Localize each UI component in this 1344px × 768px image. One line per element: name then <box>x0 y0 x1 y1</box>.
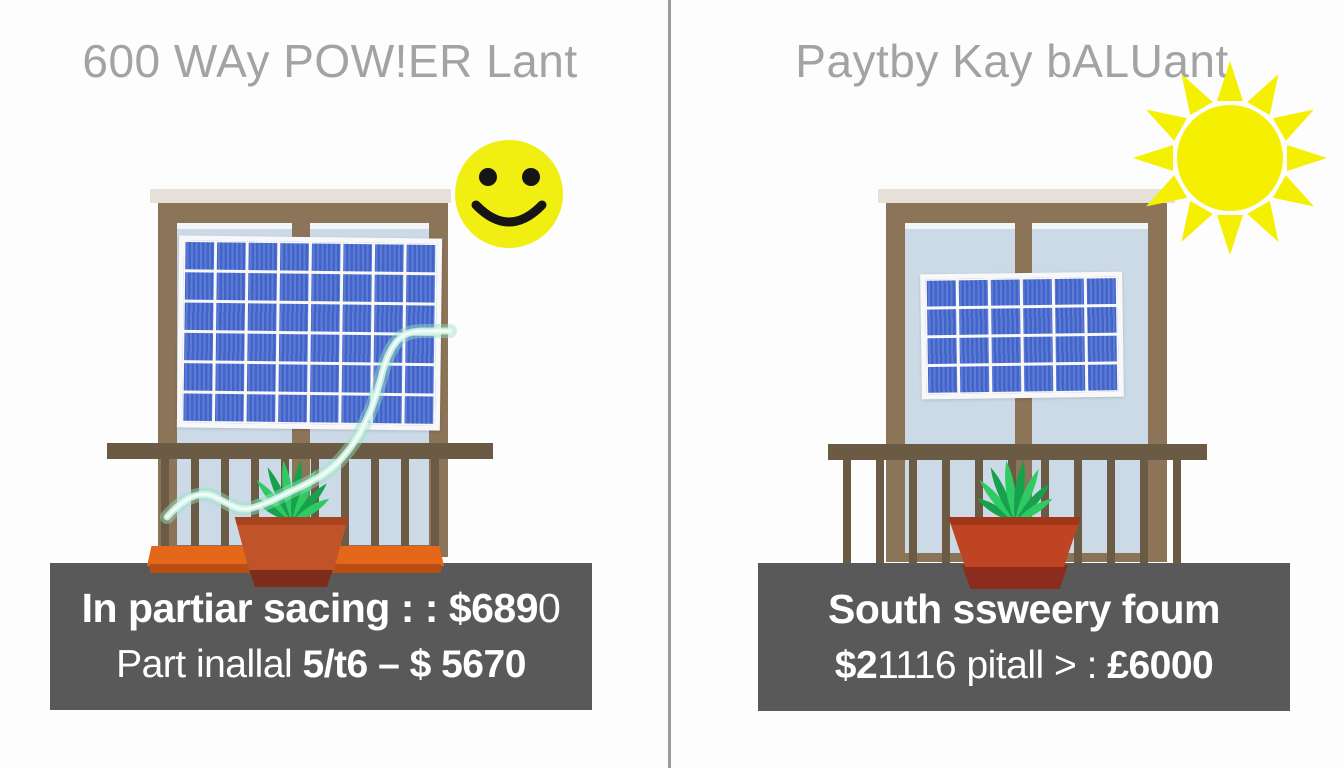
plant-pot-base <box>248 566 334 587</box>
balcony-railing <box>828 444 1207 460</box>
caption-box: In partiar sacing : : $6890 Part inallal… <box>50 563 592 710</box>
caption-line-1: South ssweery foum <box>828 585 1220 632</box>
smiley-face-icon <box>455 140 563 248</box>
window-lintel <box>878 189 1175 203</box>
caption-line-1: In partiar sacing : : $6890 <box>81 585 561 631</box>
left-title: 600 WAy POW!ER Lant <box>82 35 578 87</box>
caption-segment: Part inallal <box>116 643 303 687</box>
caption-segment: In partiar sacing : : $689 <box>81 585 539 631</box>
solar-panel <box>920 271 1124 400</box>
solar-cell-grid <box>181 240 438 426</box>
right-title: Paytby Kay bALUant <box>795 35 1229 87</box>
sun-icon <box>1133 61 1327 255</box>
caption-segment: £6000 <box>1107 643 1214 687</box>
window-lintel <box>150 189 451 203</box>
caption-segment: 0 <box>538 585 561 631</box>
plant-pot-base <box>962 565 1068 589</box>
plant-leaves <box>253 460 330 522</box>
plant-leaves <box>976 460 1053 522</box>
plant-pot <box>948 517 1081 567</box>
caption-line-2: $21116 pitall > : £6000 <box>834 643 1214 688</box>
caption-segment: $2 <box>834 643 878 687</box>
caption-line-2: Part inallal 5/t6 – $ 5670 <box>116 643 527 687</box>
panel-divider <box>668 0 671 768</box>
solar-cell-grid <box>925 276 1119 395</box>
caption-segment: 5/t6 – $ 5670 <box>302 643 527 687</box>
plant-pot <box>234 517 349 570</box>
caption-segment: 1116 pitall > : <box>877 643 1108 687</box>
solar-panel <box>176 235 443 431</box>
